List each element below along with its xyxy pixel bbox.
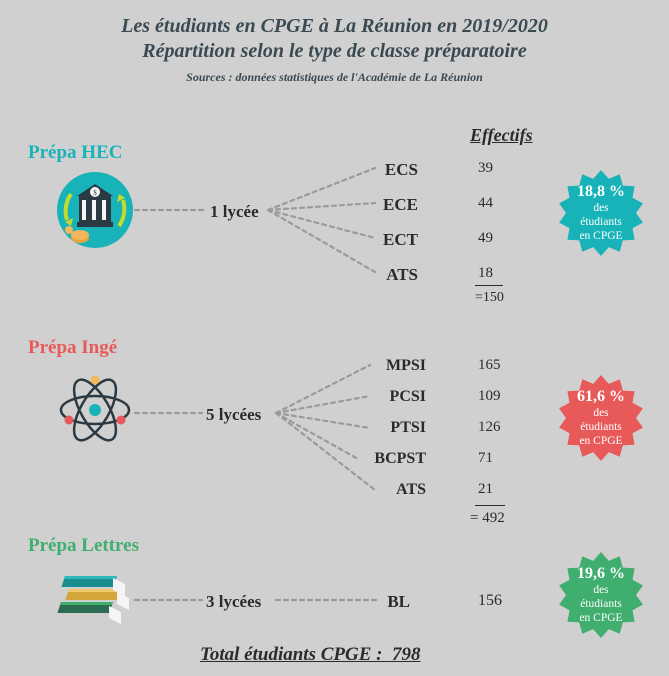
hec-sub-label: ECS: [385, 160, 418, 180]
svg-text:$: $: [93, 189, 97, 197]
lettres-badge-pct: 19,6 %: [577, 565, 625, 583]
inge-lycees-count: 5 lycées: [206, 405, 261, 425]
atom-icon: [55, 370, 135, 455]
inge-sub-label: PCSI: [390, 388, 426, 406]
inge-sub-label: ATS: [396, 481, 426, 499]
total-value: 798: [392, 644, 421, 665]
lettres-badge-l1: des: [593, 584, 608, 597]
inge-sub-label: MPSI: [386, 357, 426, 375]
hec-sub-value: 44: [478, 195, 493, 212]
lettres-percentage-badge: 19,6 % des étudiants en CPGE: [558, 552, 644, 638]
inge-badge-l2: étudiants: [580, 421, 622, 434]
hec-sub-value: 39: [478, 160, 493, 177]
inge-sub-label: BCPST: [374, 450, 426, 468]
lettres-badge-l2: étudiants: [580, 598, 622, 611]
section-title-hec: Prépa HEC: [28, 142, 122, 164]
lettres-lycees-count: 3 lycées: [206, 592, 261, 612]
hec-sub-value: 18: [478, 265, 493, 282]
inge-badge-l1: des: [593, 407, 608, 420]
hec-sub-label: ATS: [386, 265, 418, 285]
inge-badge-l3: en CPGE: [579, 435, 622, 448]
hec-sub-label: ECT: [383, 230, 418, 250]
hec-subtotal-rule: [475, 285, 503, 286]
hec-lycees-count: 1 lycée: [210, 202, 259, 222]
inge-sub-label: PTSI: [390, 419, 426, 437]
hec-badge-pct: 18,8 %: [577, 183, 625, 201]
lettres-sub-label: BL: [387, 592, 410, 612]
inge-sub-value: 109: [478, 388, 501, 405]
hec-sub-value: 49: [478, 230, 493, 247]
bank-icon: $: [55, 170, 135, 255]
books-icon: [55, 562, 135, 637]
inge-badge-pct: 61,6 %: [577, 388, 625, 406]
total-line: Total étudiants CPGE : 798: [200, 644, 420, 666]
inge-subtotal-rule: [475, 505, 505, 506]
lettres-badge-l3: en CPGE: [579, 612, 622, 625]
inge-sub-value: 21: [478, 481, 493, 498]
lettres-sub-value: 156: [478, 592, 502, 610]
inge-sub-value: 165: [478, 357, 501, 374]
hec-percentage-badge: 18,8 % des étudiants en CPGE: [558, 170, 644, 256]
section-title-lettres: Prépa Lettres: [28, 535, 139, 557]
inge-sub-value: 126: [478, 419, 501, 436]
inge-percentage-badge: 61,6 % des étudiants en CPGE: [558, 375, 644, 461]
hec-sub-label: ECE: [383, 195, 418, 215]
hec-badge-l3: en CPGE: [579, 230, 622, 243]
total-label: Total étudiants CPGE :: [200, 644, 382, 665]
hec-subtotal: =150: [475, 290, 504, 306]
inge-subtotal: = 492: [470, 510, 505, 527]
section-title-inge: Prépa Ingé: [28, 337, 117, 359]
hec-badge-l2: étudiants: [580, 216, 622, 229]
inge-sub-value: 71: [478, 450, 493, 467]
hec-badge-l1: des: [593, 202, 608, 215]
